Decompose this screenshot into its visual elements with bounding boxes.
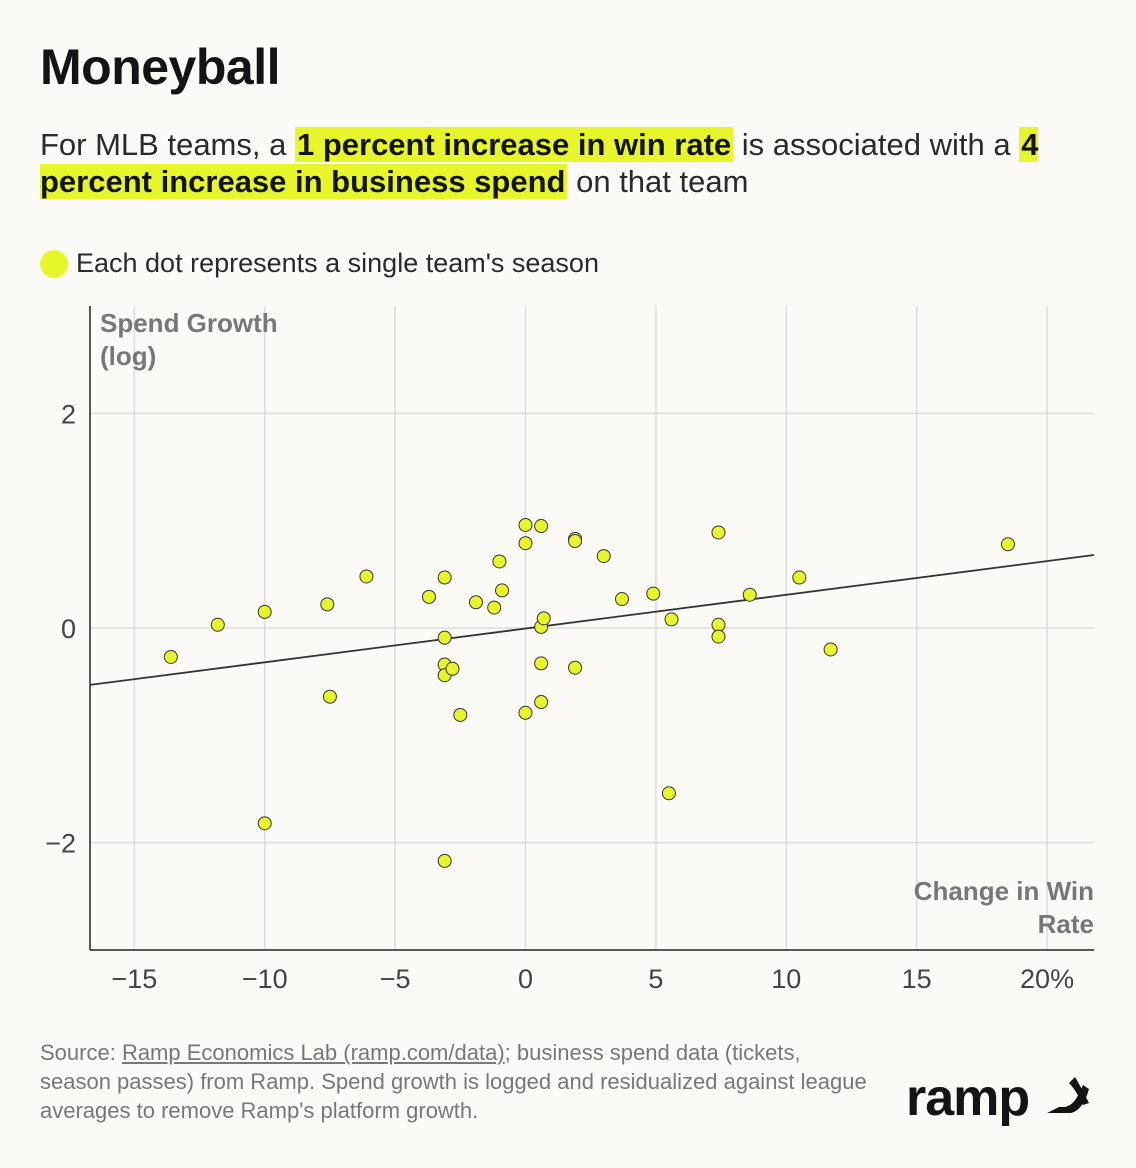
brand-wordmark: ramp [906, 1069, 1030, 1127]
data-point [495, 583, 510, 598]
data-point [422, 589, 437, 604]
data-point [664, 612, 679, 627]
data-point [257, 816, 272, 831]
data-point [711, 629, 726, 644]
trend-line [89, 554, 1095, 686]
data-point [320, 597, 335, 612]
data-point [437, 630, 452, 645]
data-point [518, 705, 533, 720]
data-point [661, 786, 676, 801]
data-point [646, 586, 661, 601]
x-tick-label: −15 [111, 964, 157, 994]
y-axis-label-line-2: (log) [100, 341, 156, 371]
legend-label: Each dot represents a single team's seas… [76, 248, 599, 278]
y-tick-labels: −2 0 2 [45, 399, 76, 858]
source-description: ; business spend data (tickets, season p… [40, 1040, 867, 1123]
x-tick-label: 0 [518, 964, 533, 994]
x-axis-label-line-1: Change in Win [914, 876, 1094, 906]
data-point [518, 536, 533, 551]
x-tick-label: 10 [771, 964, 801, 994]
x-tick-labels: −15 −10 −5 0 5 10 15 20% [111, 964, 1074, 994]
source-note: Source: Ramp Economics Lab (ramp.com/dat… [40, 1038, 870, 1125]
subtitle-text-2: is associated with a [733, 127, 1020, 162]
data-point [823, 642, 838, 657]
data-point [711, 617, 726, 632]
source-prefix: Source: [40, 1040, 122, 1065]
x-tick-label: 20% [1020, 964, 1074, 994]
subtitle-text-3: on that team [567, 164, 749, 199]
subtitle-text-1: For MLB teams, a [40, 127, 295, 162]
data-point [534, 519, 549, 534]
data-point [322, 689, 337, 704]
y-tick-label: 0 [61, 614, 76, 644]
axes [89, 306, 1094, 951]
scatter-plot: −15 −10 −5 0 5 10 15 20% −2 0 2 Spend Growth (log… [45, 306, 1095, 994]
data-point [487, 600, 502, 615]
data-point [711, 525, 726, 540]
data-point [210, 617, 225, 632]
legend: Each dot represents a single team's seas… [40, 248, 599, 279]
data-point [163, 649, 178, 664]
brand-logo: ramp [906, 1068, 1093, 1128]
source-link[interactable]: Ramp Economics Lab (ramp.com/data) [121, 1040, 505, 1065]
data-point [534, 695, 549, 710]
data-point [257, 604, 272, 619]
data-point [453, 707, 468, 722]
x-axis-label-line-2: Rate [1038, 909, 1094, 939]
data-point [1000, 537, 1015, 552]
data-point [568, 660, 583, 675]
data-point [437, 853, 452, 868]
data-points [163, 517, 1015, 868]
data-point [742, 587, 757, 602]
chart-subtitle: For MLB teams, a 1 percent increase in w… [40, 126, 1110, 200]
data-point [536, 611, 551, 626]
data-point [468, 595, 483, 610]
x-tick-label: 15 [902, 964, 932, 994]
x-tick-label: −5 [380, 964, 411, 994]
data-point [492, 554, 507, 569]
data-point [534, 656, 549, 671]
data-point [518, 517, 533, 532]
data-point [445, 661, 460, 676]
chart-title: Moneyball [40, 39, 280, 95]
ramp-wing-icon [1047, 1077, 1090, 1113]
x-tick-label: 5 [648, 964, 663, 994]
grid-lines [90, 306, 1094, 950]
x-tick-label: −10 [242, 964, 288, 994]
y-axis-label-line-1: Spend Growth [100, 308, 278, 338]
subtitle-highlight-win-rate: 1 percent increase in win rate [294, 127, 734, 162]
legend-dot-icon [40, 249, 68, 278]
trend-line-group [89, 554, 1095, 686]
data-point [437, 570, 452, 585]
data-point [568, 534, 583, 549]
y-tick-label: 2 [61, 399, 76, 429]
data-point [359, 569, 374, 584]
y-tick-label: −2 [45, 829, 76, 859]
data-point [614, 592, 629, 607]
data-point [596, 549, 611, 564]
data-point [792, 570, 807, 585]
